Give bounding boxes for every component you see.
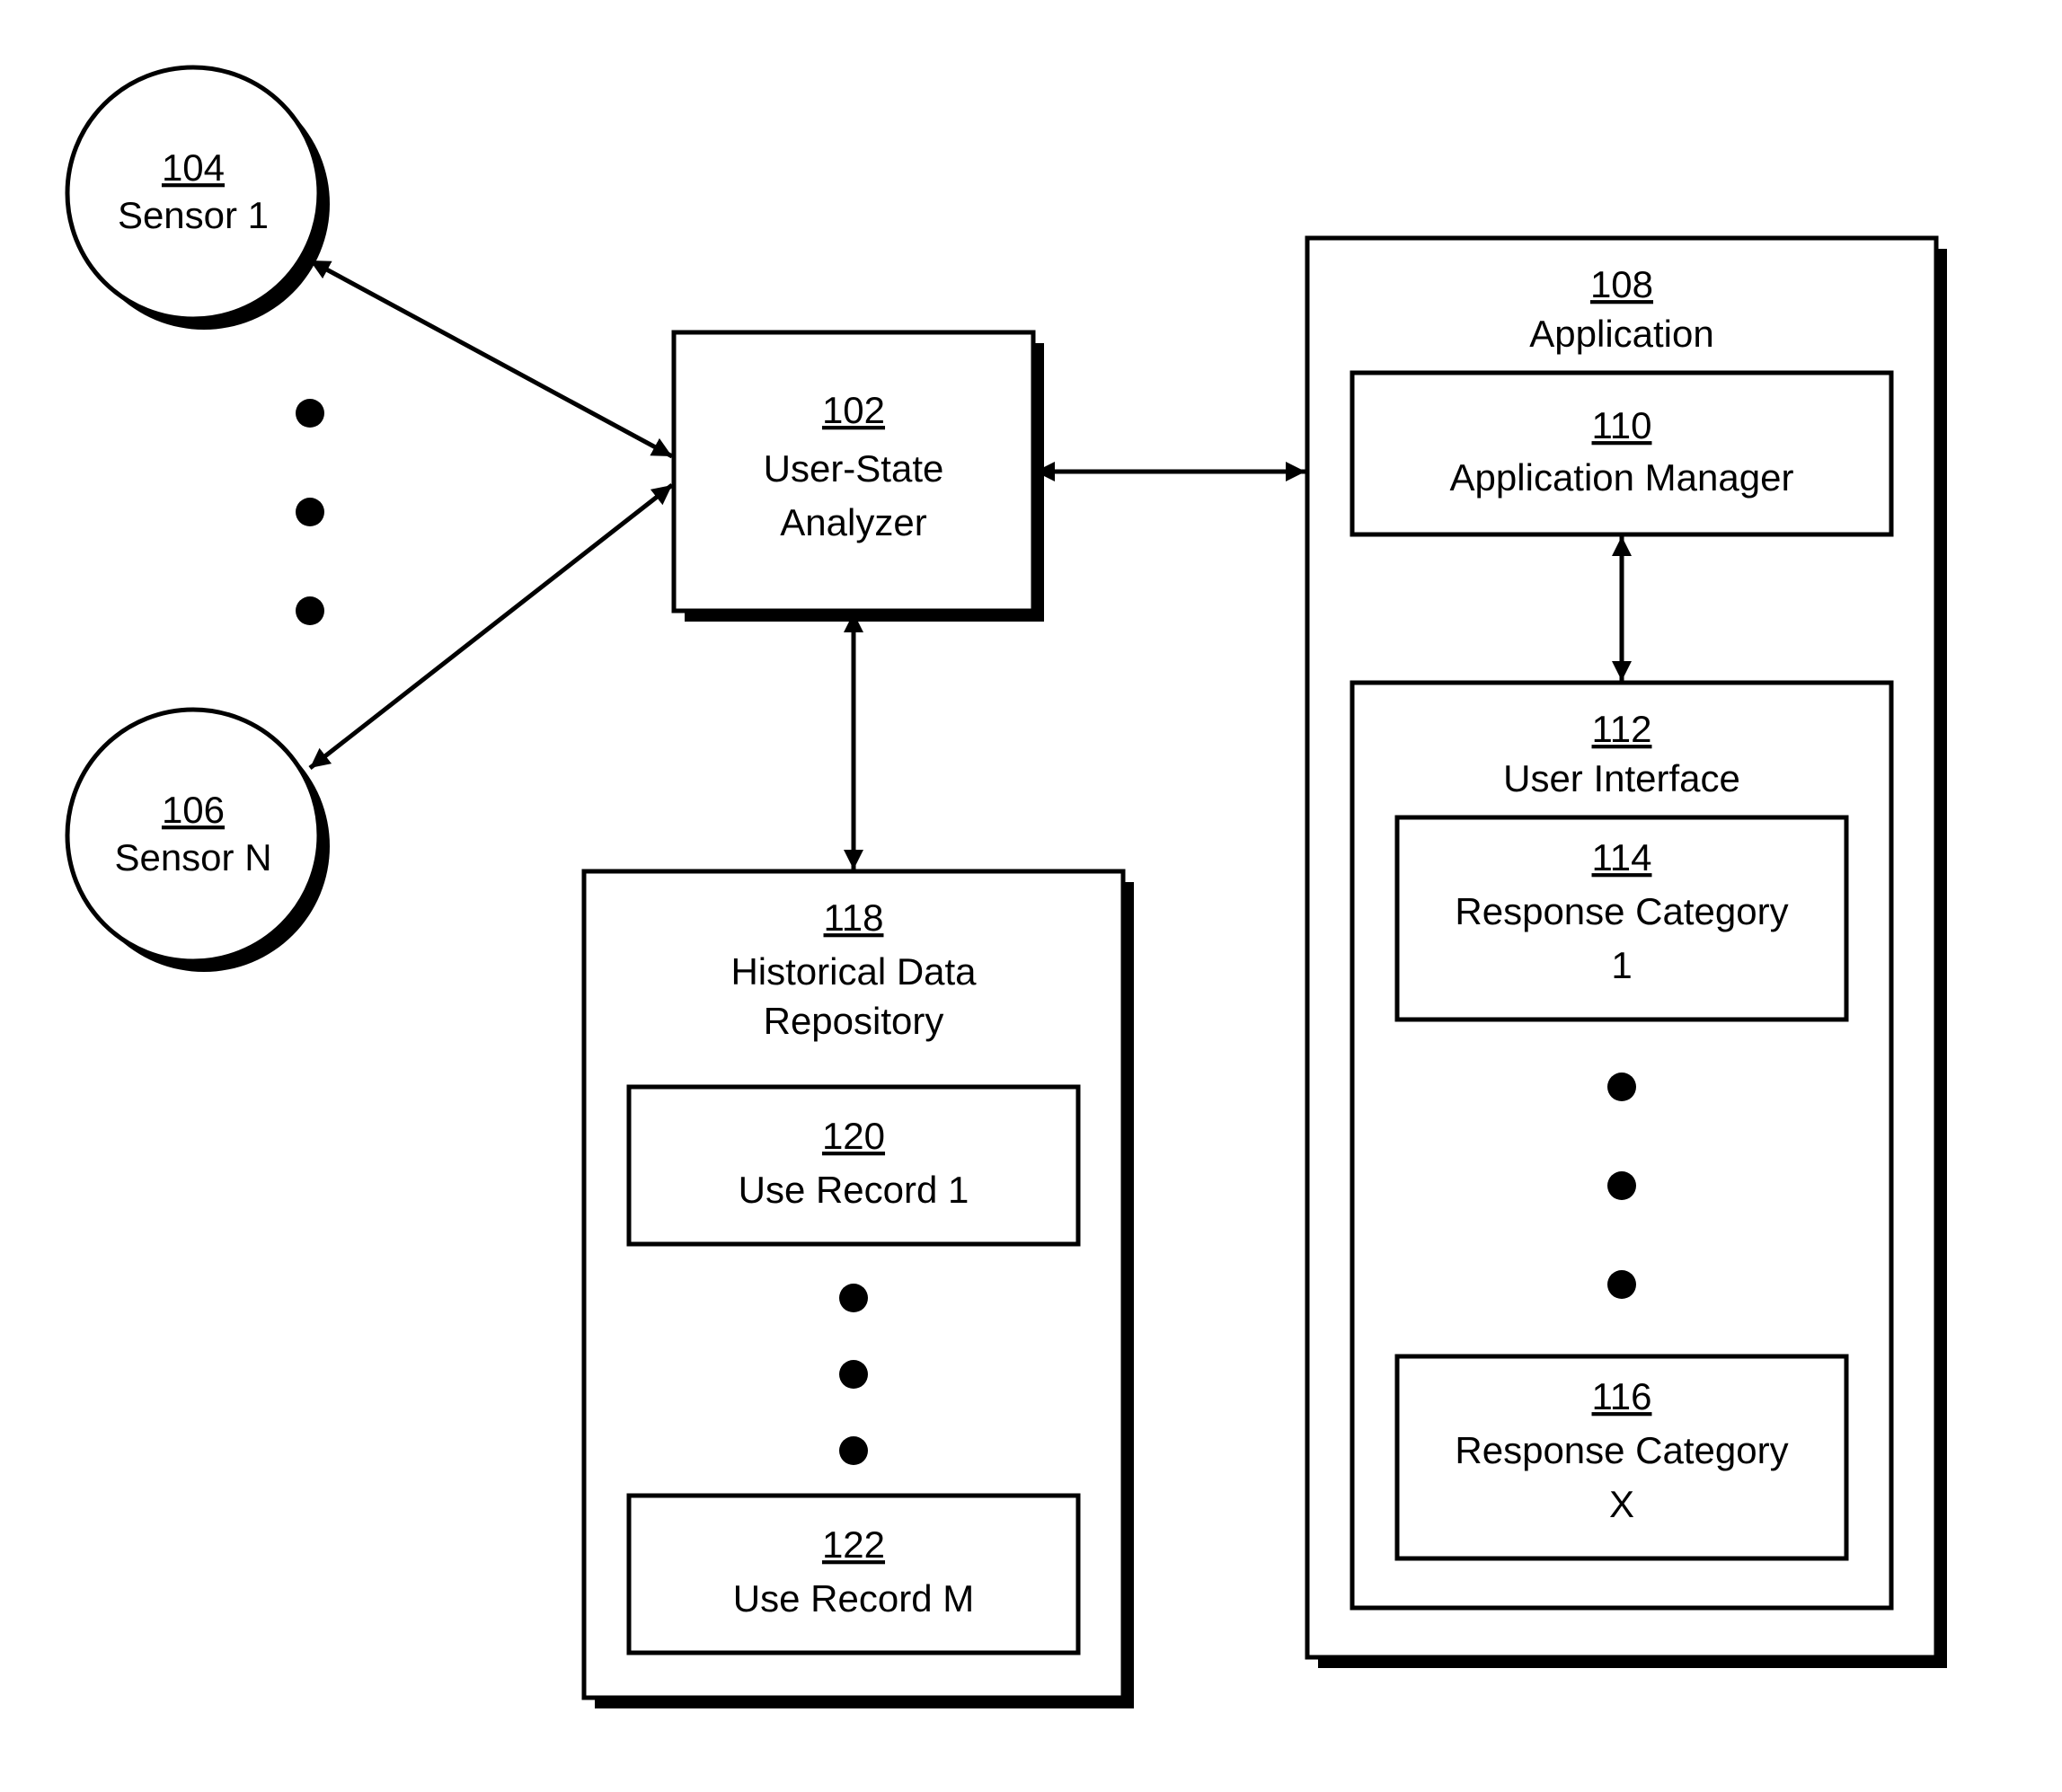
ellipsis-dot xyxy=(296,399,324,428)
svg-text:Response Category: Response Category xyxy=(1455,890,1788,932)
ellipsis-dot xyxy=(839,1436,868,1465)
sensor1-node xyxy=(67,67,319,319)
svg-text:Response Category: Response Category xyxy=(1455,1429,1788,1471)
svg-text:Use Record M: Use Record M xyxy=(733,1577,974,1620)
svg-text:104: 104 xyxy=(162,146,225,189)
edge-sensor1-analyzer xyxy=(310,260,672,456)
ellipsis-dot xyxy=(1607,1171,1636,1200)
svg-text:116: 116 xyxy=(1592,1375,1652,1417)
svg-text:Sensor 1: Sensor 1 xyxy=(118,194,269,236)
application-manager-node xyxy=(1352,373,1891,534)
svg-text:106: 106 xyxy=(162,789,225,831)
svg-text:114: 114 xyxy=(1592,836,1652,878)
ellipsis-dot xyxy=(1607,1270,1636,1299)
ellipsis-dot xyxy=(1607,1073,1636,1101)
svg-text:120: 120 xyxy=(822,1115,885,1157)
system-block-diagram: 104 Sensor 1 106 Sensor N 102 User-State Analy… xyxy=(0,0,2062,1792)
svg-text:Use Record 1: Use Record 1 xyxy=(739,1169,969,1211)
svg-text:112: 112 xyxy=(1592,708,1652,750)
useRecordM-node xyxy=(629,1496,1078,1653)
sensorN-node xyxy=(67,710,319,961)
edge-sensorN-analyzer xyxy=(310,485,672,768)
useRecord1-node xyxy=(629,1087,1078,1244)
svg-text:Sensor N: Sensor N xyxy=(114,836,271,878)
svg-text:102: 102 xyxy=(822,389,885,431)
svg-text:X: X xyxy=(1609,1483,1634,1525)
svg-text:Repository: Repository xyxy=(764,1000,944,1042)
svg-text:User-State: User-State xyxy=(764,447,944,490)
ellipsis-dot xyxy=(296,596,324,625)
svg-text:122: 122 xyxy=(822,1523,885,1566)
svg-text:Historical Data: Historical Data xyxy=(730,950,977,993)
ellipsis-dot xyxy=(839,1284,868,1312)
svg-text:118: 118 xyxy=(824,896,884,939)
svg-text:User Interface: User Interface xyxy=(1503,757,1740,799)
svg-text:110: 110 xyxy=(1592,404,1652,446)
svg-text:Application: Application xyxy=(1529,313,1713,355)
svg-text:1: 1 xyxy=(1611,944,1632,986)
ellipsis-dot xyxy=(296,498,324,526)
svg-text:108: 108 xyxy=(1590,263,1653,305)
svg-text:Application Manager: Application Manager xyxy=(1450,456,1794,499)
svg-text:Analyzer: Analyzer xyxy=(780,501,926,543)
ellipsis-dot xyxy=(839,1360,868,1389)
